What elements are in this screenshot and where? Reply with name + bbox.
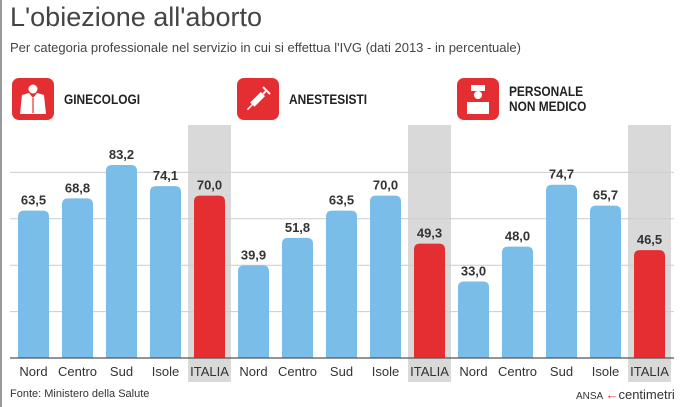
data-label: 63,5	[21, 193, 46, 208]
syringe-icon	[237, 78, 279, 120]
data-label: 33,0	[461, 263, 486, 278]
data-label: 65,7	[593, 188, 618, 203]
bar-italia	[194, 195, 225, 358]
bar-nord	[238, 265, 269, 358]
page-title: L'obiezione all'aborto	[10, 2, 262, 32]
data-label: 70,0	[373, 178, 398, 193]
tick-label: ITALIA	[190, 364, 229, 379]
category-label-line: PERSONALE	[509, 83, 584, 99]
tick-label: Centro	[278, 364, 317, 379]
category-anestesisti: ANESTESISTI	[237, 78, 381, 120]
data-label: 48,0	[505, 229, 530, 244]
tick-label: Centro	[498, 364, 537, 379]
bar-centro	[62, 198, 93, 358]
bar-nord	[18, 210, 49, 358]
data-label: 74,1	[153, 168, 178, 183]
subtitle: Per categoria professionale nel servizio…	[10, 40, 521, 55]
doctor-coat-icon	[12, 78, 54, 120]
bar-sud	[326, 210, 357, 358]
bar-isole	[370, 195, 401, 358]
data-label: 83,2	[109, 147, 134, 162]
tick-label: Centro	[58, 364, 97, 379]
source-note: Fonte: Ministero della Salute	[10, 388, 150, 400]
data-label: 74,7	[549, 167, 574, 182]
data-label: 39,9	[241, 247, 266, 262]
bar-sud	[546, 184, 577, 358]
category-personale-non-medico: PERSONALE NON MEDICO	[457, 78, 600, 120]
bar-centro	[282, 237, 313, 358]
tick-label: ITALIA	[630, 364, 669, 379]
data-label: 63,5	[329, 193, 354, 208]
tick-label: Nord	[239, 364, 267, 379]
category-label: PERSONALE NON MEDICO	[509, 84, 586, 114]
tick-label: ITALIA	[410, 364, 449, 379]
tick-label: Isole	[372, 364, 399, 379]
category-label: ANESTESISTI	[289, 90, 368, 107]
tick-label: Sud	[110, 364, 133, 379]
nurse-icon	[457, 78, 499, 120]
tick-label: Nord	[459, 364, 487, 379]
bar-italia	[634, 250, 665, 358]
category-label: GINECOLOGI	[64, 90, 141, 107]
category-label-line: NON MEDICO	[509, 98, 587, 114]
data-label: 70,0	[197, 178, 222, 193]
bar-isole	[590, 205, 621, 358]
tick-label: Isole	[592, 364, 619, 379]
data-label: 49,3	[417, 226, 442, 241]
tick-label: Sud	[330, 364, 353, 379]
bar-isole	[150, 186, 181, 358]
bar-sud	[106, 164, 137, 358]
tick-label: Nord	[19, 364, 47, 379]
tick-label: Isole	[152, 364, 179, 379]
bar-nord	[458, 281, 489, 358]
data-label: 51,8	[285, 220, 310, 235]
bar-italia	[414, 243, 445, 358]
ansa-centimetri-logo: ANSA ←centimetri	[576, 387, 675, 402]
tick-label: Sud	[550, 364, 573, 379]
bar-centro	[502, 246, 533, 358]
data-label: 46,5	[637, 232, 662, 247]
data-label: 68,8	[65, 180, 90, 195]
category-ginecologi: GINECOLOGI	[12, 78, 153, 120]
